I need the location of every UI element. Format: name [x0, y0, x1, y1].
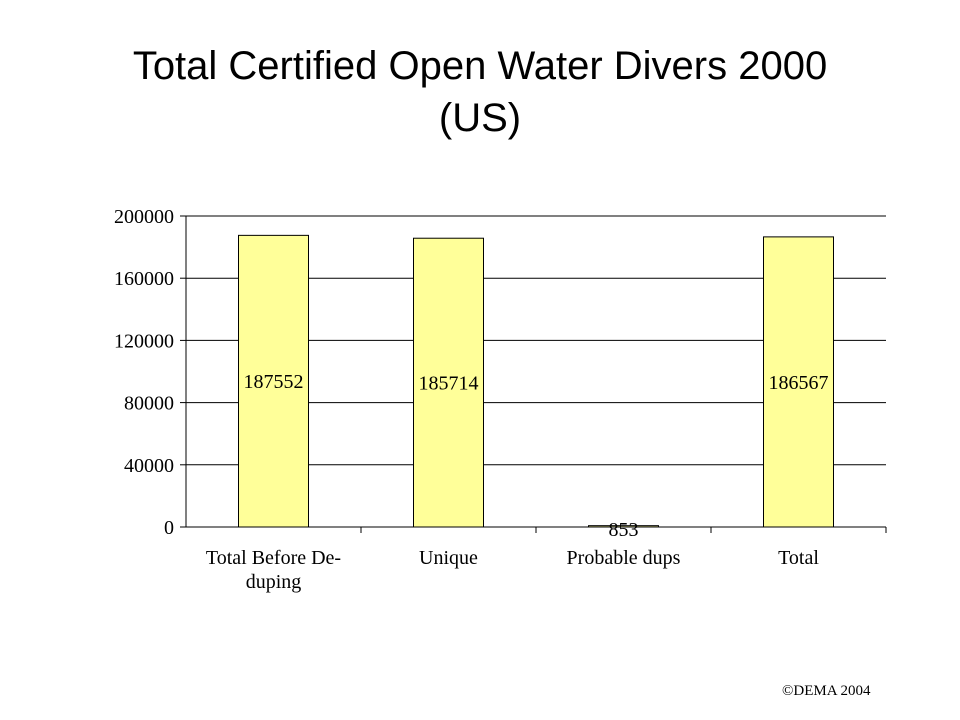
x-category-label: Total Before De-: [206, 547, 341, 569]
data-label: 185714: [419, 373, 479, 395]
data-label: 187552: [244, 371, 304, 393]
bar: [413, 237, 484, 528]
bar: [763, 236, 834, 528]
y-tick-label: 160000: [114, 268, 174, 290]
bar: [588, 525, 659, 528]
copyright-footer: ©DEMA 2004: [782, 683, 871, 699]
x-category-label: Unique: [419, 547, 478, 569]
data-label: 853: [609, 519, 639, 541]
x-category-label: Total: [778, 547, 819, 569]
x-category-label: duping: [246, 571, 302, 593]
slide-title: Total Certified Open Water Divers 2000 (…: [0, 40, 960, 144]
y-tick-label: 0: [164, 517, 174, 539]
y-tick-label: 40000: [124, 455, 174, 477]
x-category-label: Probable dups: [567, 547, 681, 569]
bar: [238, 234, 309, 528]
data-label: 186567: [769, 372, 829, 394]
slide-title-line-2: (US): [438, 96, 522, 140]
slide-title-line-1: Total Certified Open Water Divers 2000: [132, 44, 828, 88]
y-tick-label: 120000: [114, 330, 174, 352]
y-tick-label: 200000: [114, 206, 174, 228]
y-tick-label: 80000: [124, 393, 174, 415]
